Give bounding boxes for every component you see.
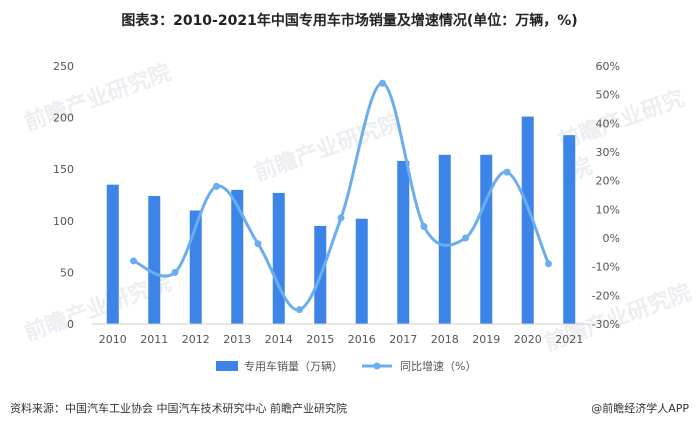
y-left-tick-label: 200 bbox=[53, 112, 74, 125]
legend-swatch-marker bbox=[373, 362, 381, 370]
y-left-tick-label: 250 bbox=[53, 60, 74, 73]
legend-label-line: 同比增速（%） bbox=[400, 359, 476, 373]
bar bbox=[272, 192, 285, 324]
x-tick-label: 2016 bbox=[348, 333, 376, 346]
x-tick-label: 2014 bbox=[265, 333, 293, 346]
bar bbox=[355, 218, 368, 324]
bar bbox=[397, 160, 410, 324]
growth-point bbox=[379, 79, 386, 87]
growth-point bbox=[171, 268, 179, 276]
y-right-tick-label: 40% bbox=[596, 117, 620, 130]
y-right-tick-label: 50% bbox=[596, 89, 620, 102]
growth-point bbox=[213, 182, 220, 190]
x-tick-label: 2019 bbox=[472, 333, 500, 346]
growth-point bbox=[545, 260, 552, 268]
bar bbox=[521, 116, 534, 325]
y-right-tick-label: 60% bbox=[596, 60, 620, 73]
bar bbox=[438, 154, 451, 324]
bar bbox=[563, 135, 576, 324]
y-right-tick-label: -10% bbox=[592, 261, 620, 274]
bar bbox=[231, 189, 244, 324]
y-left-tick-label: 0 bbox=[67, 318, 74, 331]
x-tick-label: 2011 bbox=[140, 333, 168, 346]
y-right-tick-label: 20% bbox=[596, 175, 620, 188]
y-right-tick-label: -30% bbox=[592, 318, 620, 331]
chart-title: 图表3：2010-2021年中国专用车市场销量及增速情况(单位：万辆，%) bbox=[121, 13, 578, 29]
y-right-tick-label: 0% bbox=[603, 232, 620, 245]
bar bbox=[148, 196, 161, 324]
chart-canvas: 0 50 100 150 200 250 -30% -20% -10% 0% 10% 20% 30% 40… bbox=[53, 60, 620, 373]
growth-point bbox=[254, 240, 262, 248]
y-left-tick-label: 150 bbox=[53, 163, 74, 176]
growth-point bbox=[337, 214, 345, 222]
credit-note: @前瞻经济学人APP bbox=[591, 402, 689, 415]
y-right-tick-label: 10% bbox=[596, 203, 620, 216]
growth-point bbox=[462, 234, 469, 242]
x-tick-label: 2012 bbox=[182, 333, 210, 346]
growth-point bbox=[503, 168, 511, 176]
growth-line bbox=[132, 81, 550, 312]
bar bbox=[106, 184, 119, 324]
growth-point bbox=[296, 306, 303, 314]
legend-label-bar: 专用车销量（万辆） bbox=[244, 359, 343, 373]
x-tick-label: 2015 bbox=[306, 333, 334, 346]
y-left-tick-label: 100 bbox=[53, 215, 74, 228]
y-right-tick-label: 30% bbox=[596, 146, 620, 159]
x-tick-label: 2020 bbox=[514, 333, 542, 346]
growth-point bbox=[420, 223, 428, 231]
y-left-tick-label: 50 bbox=[60, 266, 74, 279]
x-tick-label: 2017 bbox=[389, 333, 417, 346]
bar bbox=[480, 154, 493, 324]
y-right-tick-label: -20% bbox=[592, 289, 620, 302]
x-tick-label: 2021 bbox=[555, 333, 583, 346]
source-note: 资料来源：中国汽车工业协会 中国汽车技术研究中心 前瞻产业研究院 bbox=[10, 402, 347, 415]
legend-swatch-bar bbox=[216, 361, 238, 371]
x-tick-label: 2013 bbox=[223, 333, 251, 346]
x-tick-label: 2010 bbox=[99, 333, 127, 346]
growth-point bbox=[130, 257, 137, 265]
x-tick-label: 2018 bbox=[431, 333, 459, 346]
